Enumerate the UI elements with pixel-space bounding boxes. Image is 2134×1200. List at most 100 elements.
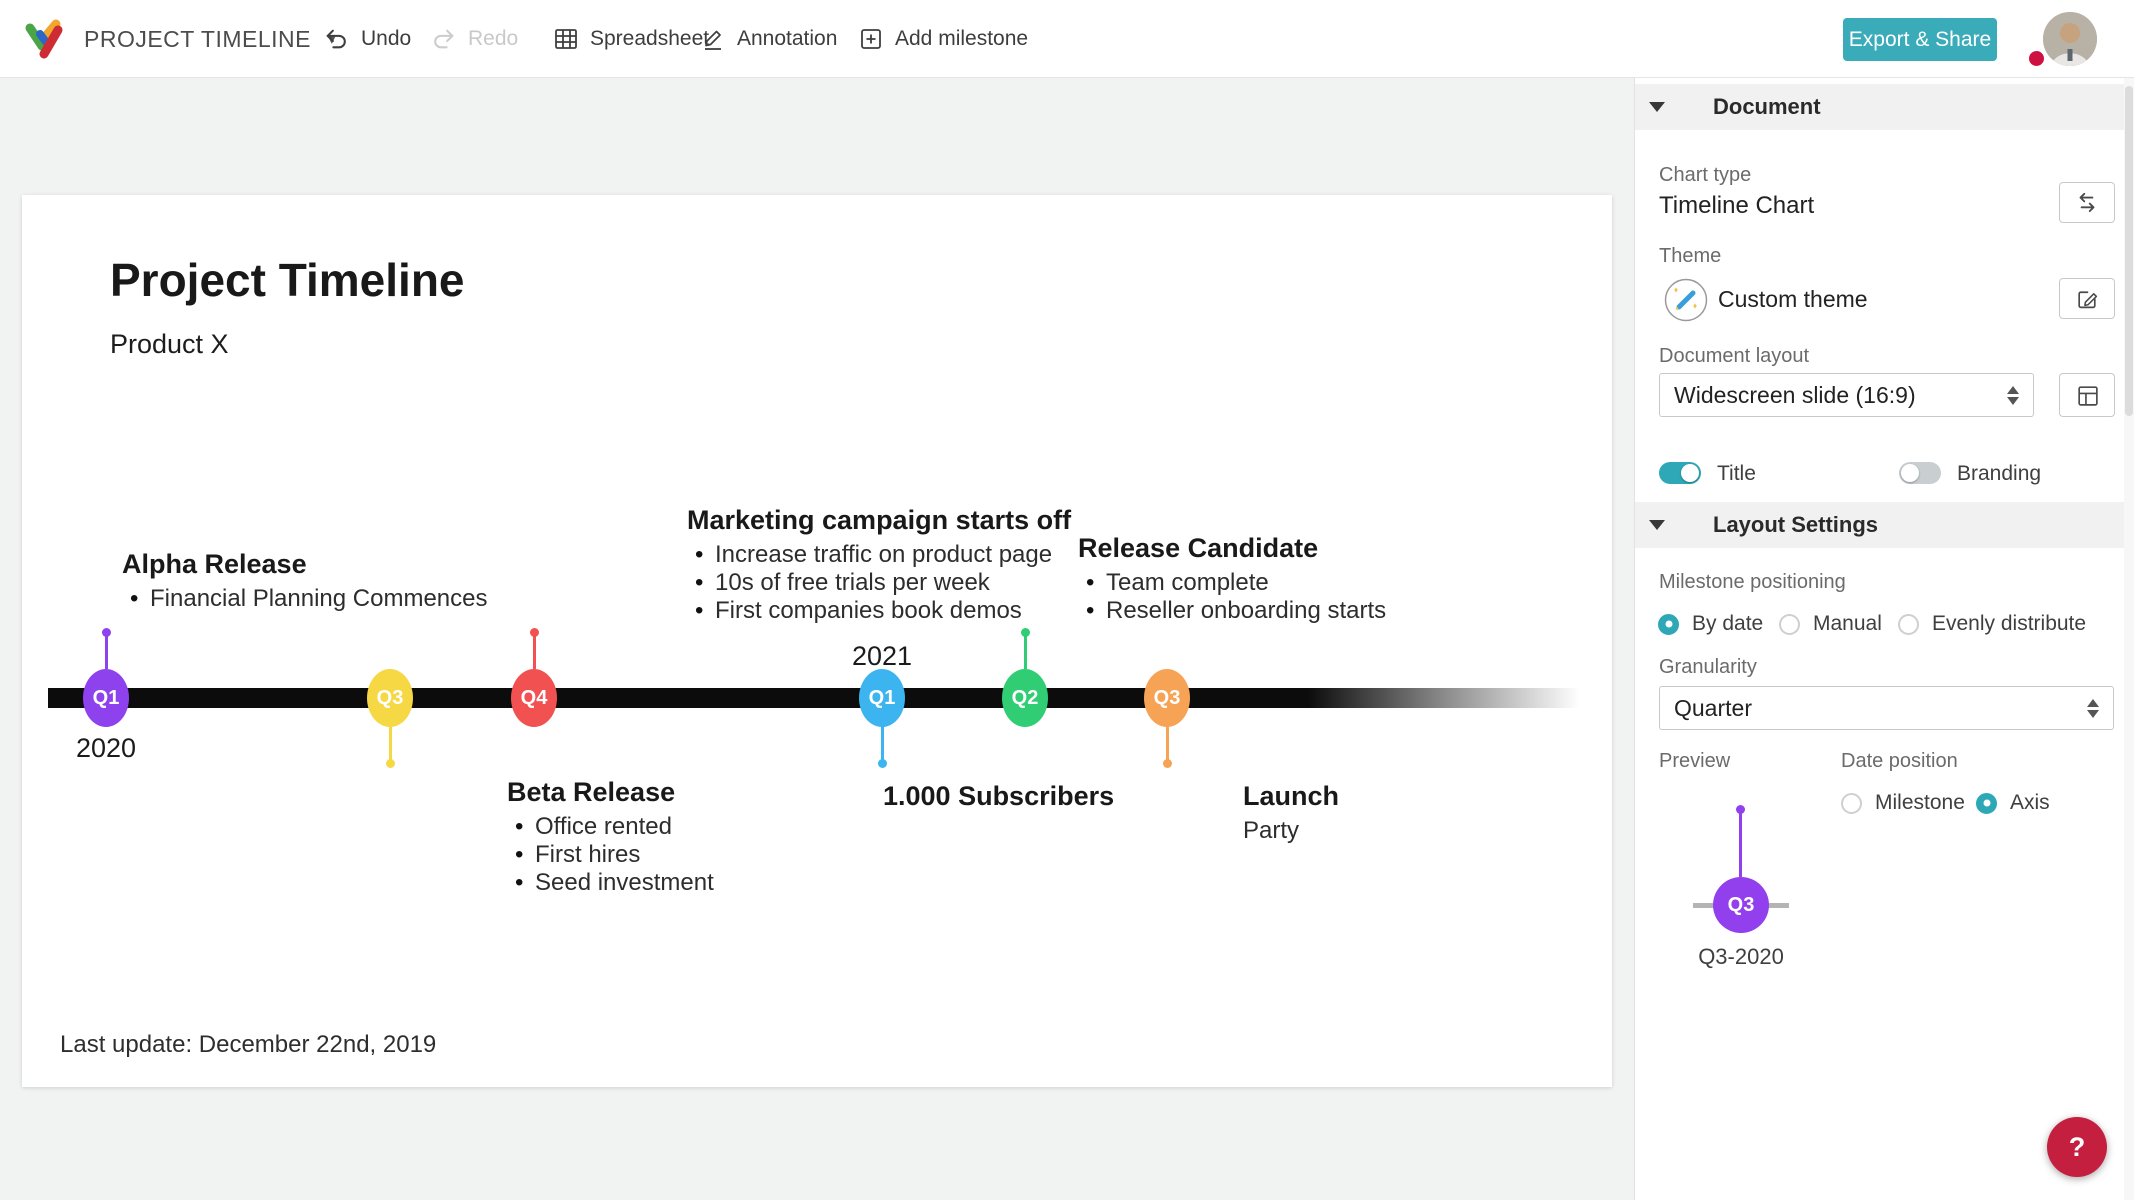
- radio-manual-label: Manual: [1813, 612, 1882, 635]
- milestone-bullet: • Financial Planning Commences: [130, 585, 488, 612]
- milestone-stem-dot: [1021, 628, 1030, 637]
- document-layout-select[interactable]: Widescreen slide (16:9): [1659, 373, 2034, 417]
- milestone-annotation-title: 1.000 Subscribers: [883, 781, 1115, 811]
- milestone-Q3-2021[interactable]: Q3: [1144, 669, 1190, 727]
- help-button[interactable]: ?: [2047, 1117, 2107, 1177]
- radio-manual[interactable]: [1779, 613, 1800, 635]
- milestone-annotation-body: Party: [1243, 817, 1339, 845]
- milestone-bullet: • Seed investment: [515, 869, 714, 896]
- collapse-caret-icon: [1649, 102, 1665, 112]
- notification-dot: [2029, 51, 2044, 66]
- spreadsheet-button[interactable]: Spreadsheet: [553, 0, 709, 78]
- chart-subtitle[interactable]: Product X: [110, 329, 229, 359]
- radio-option-by-date[interactable]: By date: [1658, 612, 1763, 636]
- swap-arrows-icon: [2079, 192, 2095, 212]
- document-layout-value: Widescreen slide (16:9): [1674, 381, 1916, 408]
- milestone-stem: [105, 636, 108, 669]
- panel-scrollbar-track: [2124, 78, 2134, 1200]
- timeline-axis: [48, 688, 1580, 708]
- milestone-annotation-title: Release Candidate: [1078, 533, 1319, 563]
- redo-button[interactable]: Redo: [430, 0, 518, 78]
- layout-settings-title: Layout Settings: [1713, 512, 1879, 537]
- theme-wand-icon[interactable]: [1664, 278, 1708, 322]
- theme-value: Custom theme: [1718, 286, 1868, 312]
- milestone-stem: [533, 636, 536, 669]
- radio-axis[interactable]: [1976, 792, 1997, 814]
- add-milestone-icon: [861, 29, 881, 49]
- milestone-stem-dot: [102, 628, 111, 637]
- chart-type-value: Timeline Chart: [1659, 192, 1815, 219]
- milestone-stem: [881, 727, 884, 760]
- milestone-annotation-title: Alpha Release: [122, 549, 307, 579]
- document-title-dropdown[interactable]: PROJECT TIMELINE ▾: [84, 0, 336, 78]
- milestone-bullet: • Increase traffic on product page: [695, 541, 1053, 568]
- document-section-header[interactable]: Document: [1635, 84, 2134, 130]
- milestone-Q1-2021[interactable]: Q1: [859, 669, 905, 727]
- user-avatar[interactable]: [2043, 12, 2097, 66]
- document-canvas: Project Timeline Product X Q1 2020 Alpha R…: [22, 195, 1612, 1087]
- milestone-stem-dot: [1163, 759, 1172, 768]
- granularity-label: Granularity: [1659, 656, 1757, 678]
- add-milestone-button[interactable]: Add milestone: [858, 0, 1028, 78]
- radio-option-axis[interactable]: Axis: [1976, 791, 2050, 815]
- milestone-annotation[interactable]: Launch Party: [1243, 779, 1339, 845]
- milestone-annotation[interactable]: 1.000 Subscribers: [883, 779, 1114, 813]
- title-toggle[interactable]: [1659, 462, 1701, 484]
- avatar-photo: [2043, 12, 2097, 66]
- branding-toggle[interactable]: [1899, 462, 1941, 484]
- spreadsheet-icon: [555, 29, 577, 49]
- vizzlo-logo[interactable]: [20, 0, 66, 78]
- radio-option-manual[interactable]: Manual: [1779, 612, 1882, 636]
- milestone-annotation-title: Launch: [1243, 781, 1340, 811]
- select-arrows-icon: [2007, 385, 2019, 405]
- milestone-positioning-label: Milestone positioning: [1659, 571, 1846, 593]
- milestone-annotation[interactable]: Marketing campaign starts off • Increase t…: [687, 503, 1071, 625]
- layout-icon: [2077, 385, 2098, 406]
- milestone-Q1-2020[interactable]: Q1: [83, 669, 129, 727]
- theme-label: Theme: [1659, 245, 1722, 267]
- milestone-Q2-2021[interactable]: Q2: [1002, 669, 1048, 727]
- milestone-annotation-body: • Financial Planning Commences: [122, 585, 488, 613]
- positioning-radio-group: By date Manual Evenly distribute: [1658, 612, 2118, 636]
- toggle-knob: [1681, 464, 1699, 482]
- radio-axis-label: Axis: [2010, 791, 2050, 814]
- milestone-bullet: • Reseller onboarding starts: [1086, 597, 1387, 624]
- radio-by-date[interactable]: [1658, 613, 1679, 635]
- radio-option-evenly-distribute[interactable]: Evenly distribute: [1898, 612, 2086, 636]
- redo-icon: [434, 29, 454, 48]
- top-toolbar: PROJECT TIMELINE ▾ Undo Redo: [0, 0, 2134, 78]
- milestone-annotation[interactable]: Alpha Release • Financial Planning Commenc…: [122, 547, 488, 613]
- radio-option-milestone[interactable]: Milestone: [1841, 791, 1965, 815]
- granularity-select[interactable]: Quarter: [1659, 686, 2114, 730]
- milestone-Q4-2020[interactable]: Q4: [511, 669, 557, 727]
- milestone-bullet: • First hires: [515, 841, 641, 868]
- redo-label: Redo: [468, 27, 519, 50]
- chart-footer-note[interactable]: Last update: December 22nd, 2019: [60, 1031, 437, 1058]
- milestone-bullet: • 10s of free trials per week: [695, 569, 990, 596]
- edit-theme-button[interactable]: [2059, 278, 2115, 319]
- panel-scrollbar-thumb[interactable]: [2125, 86, 2133, 416]
- change-chart-type-button[interactable]: [2059, 182, 2115, 223]
- milestone-annotation-body: • Increase traffic on product page • 10s of…: [687, 541, 1071, 625]
- milestone-stem: [389, 727, 392, 760]
- chart-title[interactable]: Project Timeline: [110, 254, 465, 306]
- annotation-button[interactable]: Annotation: [700, 0, 837, 78]
- date-position-label: Date position: [1841, 750, 1958, 772]
- preview-stem: [1739, 812, 1742, 877]
- layout-options-button[interactable]: [2059, 373, 2115, 417]
- layout-settings-section-header[interactable]: Layout Settings: [1635, 502, 2134, 548]
- radio-by-date-label: By date: [1692, 612, 1764, 635]
- milestone-bullet: • First companies book demos: [695, 597, 1022, 624]
- undo-button[interactable]: Undo: [323, 0, 411, 78]
- export-share-button[interactable]: Export & Share: [1843, 18, 1997, 61]
- radio-evenly-distribute[interactable]: [1898, 613, 1919, 635]
- milestone-annotation-body: • Office rented • First hires • Seed investme…: [507, 813, 714, 897]
- date-position-radio-group: Milestone Axis: [1841, 791, 2121, 815]
- milestone-bullet: • Office rented: [515, 813, 672, 840]
- milestone-annotation[interactable]: Beta Release • Office rented • First hires • S…: [507, 775, 714, 897]
- milestone-annotation-title: Marketing campaign starts off: [687, 505, 1072, 535]
- radio-milestone[interactable]: [1841, 792, 1862, 814]
- milestone-Q3-2020[interactable]: Q3: [367, 669, 413, 727]
- milestone-annotation[interactable]: Release Candidate • Team complete • Reseller…: [1078, 531, 1386, 625]
